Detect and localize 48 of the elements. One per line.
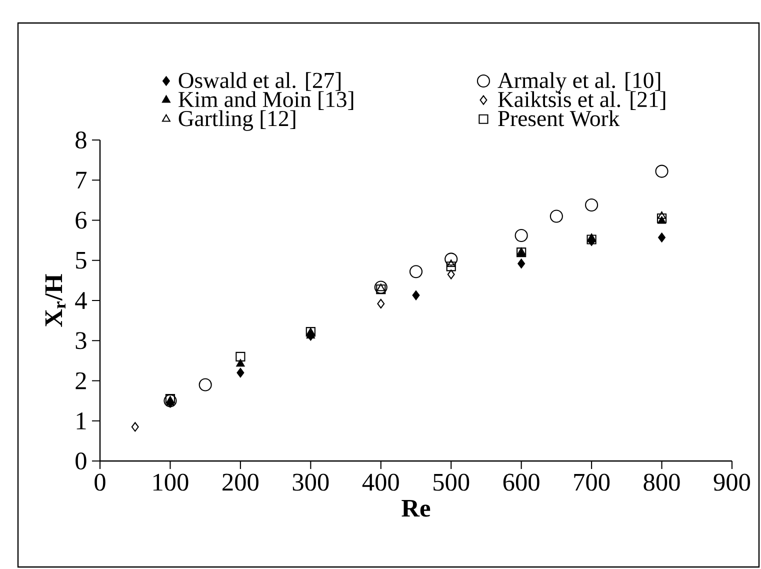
point bbox=[550, 210, 563, 223]
point bbox=[236, 352, 246, 362]
y-tick-label: 7 bbox=[76, 172, 87, 188]
x-tick-label: 200 bbox=[222, 474, 258, 491]
y-tick-label: 5 bbox=[76, 252, 86, 269]
point bbox=[164, 394, 177, 408]
point bbox=[514, 228, 528, 242]
legend-label: Kaiktsis et al. [21] bbox=[498, 91, 666, 110]
legend-label: Present Work bbox=[498, 110, 620, 126]
x-tick-label: 100 bbox=[153, 474, 188, 491]
y-tick-label: 3 bbox=[76, 332, 86, 350]
point bbox=[409, 265, 423, 278]
point bbox=[376, 284, 386, 294]
point bbox=[585, 198, 598, 212]
y-axis-title: X$_{r}$/H bbox=[45, 274, 66, 327]
point bbox=[447, 270, 455, 280]
point bbox=[444, 252, 458, 266]
legend-label: Kim and Moin [13] bbox=[178, 91, 354, 110]
x-tick-label: 400 bbox=[362, 474, 399, 491]
point bbox=[377, 298, 385, 309]
legend-label: Gartling [12] bbox=[178, 110, 296, 131]
point bbox=[374, 280, 388, 294]
y-tick-label: 8 bbox=[76, 131, 86, 149]
x-tick-label: 700 bbox=[574, 474, 610, 491]
point bbox=[236, 368, 244, 378]
x-tick-label: 600 bbox=[503, 474, 540, 491]
x-tick-label: 900 bbox=[714, 474, 750, 491]
y-tick-label: 4 bbox=[75, 292, 87, 309]
x-tick-label: 800 bbox=[644, 474, 680, 491]
y-tick-label: 1 bbox=[76, 412, 86, 430]
point bbox=[198, 378, 212, 392]
x-tick-label: 500 bbox=[434, 474, 470, 491]
point bbox=[131, 422, 139, 432]
point bbox=[656, 213, 667, 224]
point bbox=[658, 211, 666, 219]
point bbox=[236, 359, 245, 367]
legend-label: Oswald et al. [27] bbox=[178, 72, 341, 91]
y-tick-label: 0 bbox=[76, 452, 86, 470]
point bbox=[658, 232, 666, 242]
x-tick-label: 0 bbox=[94, 474, 106, 491]
x-axis-title: Re bbox=[402, 500, 430, 517]
point bbox=[446, 262, 456, 272]
point bbox=[655, 164, 668, 178]
x-tick-label: 300 bbox=[292, 474, 329, 491]
point bbox=[518, 258, 526, 268]
point bbox=[412, 290, 420, 300]
y-tick-label: 6 bbox=[76, 212, 87, 229]
y-tick-label: 2 bbox=[76, 372, 86, 390]
